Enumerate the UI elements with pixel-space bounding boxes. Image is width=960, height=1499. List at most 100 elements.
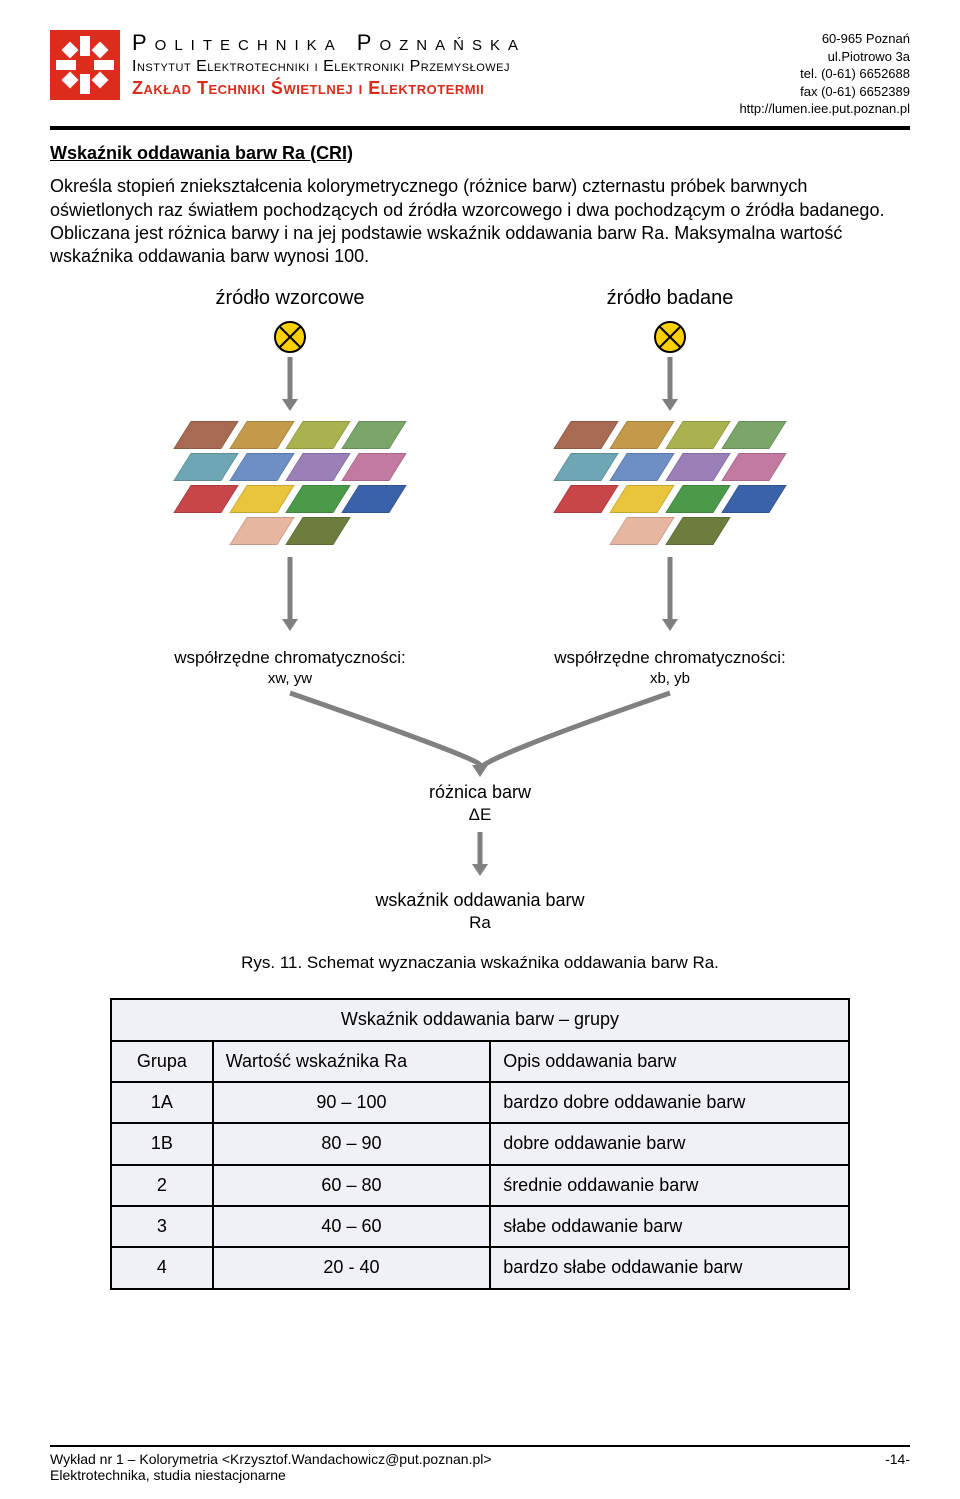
ra-symbol: Ra xyxy=(140,912,820,934)
color-swatch xyxy=(665,517,730,545)
color-swatch xyxy=(721,453,786,481)
university-logo xyxy=(50,30,120,105)
table-cell: 3 xyxy=(111,1206,213,1247)
color-swatch xyxy=(173,453,238,481)
color-swatch xyxy=(665,421,730,449)
table-cell: 4 xyxy=(111,1247,213,1288)
table-row: 420 - 40bardzo słabe oddawanie barw xyxy=(111,1247,849,1288)
table-cell: 20 - 40 xyxy=(213,1247,490,1288)
footer-line: Wykład nr 1 – Kolorymetria <Krzysztof.Wa… xyxy=(50,1451,492,1467)
color-swatch xyxy=(229,453,294,481)
ra-block: wskaźnik oddawania barw Ra xyxy=(140,889,820,934)
source-test-label: źródło badane xyxy=(607,285,734,311)
section-title: Wskaźnik oddawania barw Ra (CRI) xyxy=(50,142,910,165)
color-swatch xyxy=(609,517,674,545)
table-cell: średnie oddawanie barw xyxy=(490,1165,849,1206)
cri-groups-table: Wskaźnik oddawania barw – grupy Grupa Wa… xyxy=(110,998,850,1290)
color-swatch xyxy=(721,421,786,449)
coord-label-right: współrzędne chromatyczności: xb, yb xyxy=(554,647,785,689)
footer-line: Elektrotechnika, studia niestacjonarne xyxy=(50,1467,492,1483)
table-cell: 60 – 80 xyxy=(213,1165,490,1206)
color-swatch xyxy=(341,485,406,513)
address-block: 60-965 Poznań ul.Piotrowo 3a tel. (0-61)… xyxy=(739,30,910,118)
lamp-icon xyxy=(272,319,308,355)
diagram-right-column: źródło badane współrzędne chromatyc xyxy=(520,285,820,689)
table-title: Wskaźnik oddawania barw – grupy xyxy=(111,999,849,1040)
arrow-down-icon xyxy=(655,355,685,413)
color-swatch xyxy=(285,453,350,481)
figure-caption: Rys. 11. Schemat wyznaczania wskaźnika o… xyxy=(50,952,910,974)
color-swatch xyxy=(285,485,350,513)
addr-line: http://lumen.iee.put.poznan.pl xyxy=(739,100,910,118)
coord-values: xb, yb xyxy=(554,669,785,689)
addr-line: fax (0-61) 6652389 xyxy=(739,83,910,101)
table-cell: słabe oddawanie barw xyxy=(490,1206,849,1247)
color-swatch xyxy=(609,421,674,449)
arrow-down-icon xyxy=(275,355,305,413)
color-swatches-left xyxy=(178,419,402,547)
institute-name: Instytut Elektrotechniki i Elektroniki P… xyxy=(132,58,727,76)
arrow-down-icon xyxy=(655,555,685,639)
table-row: 260 – 80średnie oddawanie barw xyxy=(111,1165,849,1206)
color-swatch xyxy=(341,453,406,481)
department-name: Zakład Techniki Świetlnej i Elektrotermi… xyxy=(132,78,727,99)
merge-arrows xyxy=(140,689,820,779)
coord-label-left: współrzędne chromatyczności: xw, yw xyxy=(174,647,405,689)
color-swatch xyxy=(285,517,350,545)
coord-text: współrzędne chromatyczności: xyxy=(174,647,405,669)
addr-line: ul.Piotrowo 3a xyxy=(739,48,910,66)
source-ref-label: źródło wzorcowe xyxy=(216,285,365,311)
page-footer: Wykład nr 1 – Kolorymetria <Krzysztof.Wa… xyxy=(50,1445,910,1483)
addr-line: 60-965 Poznań xyxy=(739,30,910,48)
university-name-block: Politechnika Poznańska Instytut Elektrot… xyxy=(132,30,727,99)
page-header: Politechnika Poznańska Instytut Elektrot… xyxy=(50,30,910,130)
color-swatch xyxy=(665,485,730,513)
content: Wskaźnik oddawania barw Ra (CRI) Określa… xyxy=(50,142,910,1290)
table-header: Opis oddawania barw xyxy=(490,1041,849,1082)
table-row: 340 – 60słabe oddawanie barw xyxy=(111,1206,849,1247)
table-row: 1A90 – 100bardzo dobre oddawanie barw xyxy=(111,1082,849,1123)
table-cell: dobre oddawanie barw xyxy=(490,1123,849,1164)
diagram-left-column: źródło wzorcowe współrzędne chromat xyxy=(140,285,440,689)
color-swatch xyxy=(609,453,674,481)
arrow-down-icon xyxy=(465,830,495,884)
table-header: Grupa xyxy=(111,1041,213,1082)
color-swatch xyxy=(609,485,674,513)
ra-label: wskaźnik oddawania barw xyxy=(140,889,820,912)
footer-page-number: -14- xyxy=(885,1451,910,1483)
cri-diagram: źródło wzorcowe współrzędne chromat xyxy=(140,285,820,934)
color-swatch xyxy=(553,485,618,513)
color-swatch xyxy=(173,421,238,449)
color-swatch xyxy=(229,517,294,545)
color-swatch xyxy=(173,485,238,513)
table-cell: 2 xyxy=(111,1165,213,1206)
table-cell: 80 – 90 xyxy=(213,1123,490,1164)
color-swatch xyxy=(229,421,294,449)
color-swatch xyxy=(285,421,350,449)
color-swatch xyxy=(341,421,406,449)
lamp-icon xyxy=(652,319,688,355)
coord-values: xw, yw xyxy=(174,669,405,689)
color-swatch xyxy=(553,421,618,449)
university-name: Politechnika Poznańska xyxy=(132,30,727,56)
coord-text: współrzędne chromatyczności: xyxy=(554,647,785,669)
color-swatch xyxy=(553,453,618,481)
table-row: 1B80 – 90dobre oddawanie barw xyxy=(111,1123,849,1164)
color-swatch xyxy=(721,485,786,513)
table-cell: 1B xyxy=(111,1123,213,1164)
section-paragraph: Określa stopień zniekształcenia koloryme… xyxy=(50,175,910,269)
delta-e-label: różnica barw xyxy=(140,781,820,804)
table-cell: 1A xyxy=(111,1082,213,1123)
table-header: Wartość wskaźnika Ra xyxy=(213,1041,490,1082)
arrow-down-icon xyxy=(275,555,305,639)
addr-line: tel. (0-61) 6652688 xyxy=(739,65,910,83)
delta-e-symbol: ΔE xyxy=(140,804,820,826)
color-swatch xyxy=(665,453,730,481)
table-cell: bardzo dobre oddawanie barw xyxy=(490,1082,849,1123)
table-cell: 40 – 60 xyxy=(213,1206,490,1247)
footer-left: Wykład nr 1 – Kolorymetria <Krzysztof.Wa… xyxy=(50,1451,492,1483)
table-cell: bardzo słabe oddawanie barw xyxy=(490,1247,849,1288)
color-swatch xyxy=(229,485,294,513)
delta-e-block: różnica barw ΔE xyxy=(140,781,820,826)
table-cell: 90 – 100 xyxy=(213,1082,490,1123)
